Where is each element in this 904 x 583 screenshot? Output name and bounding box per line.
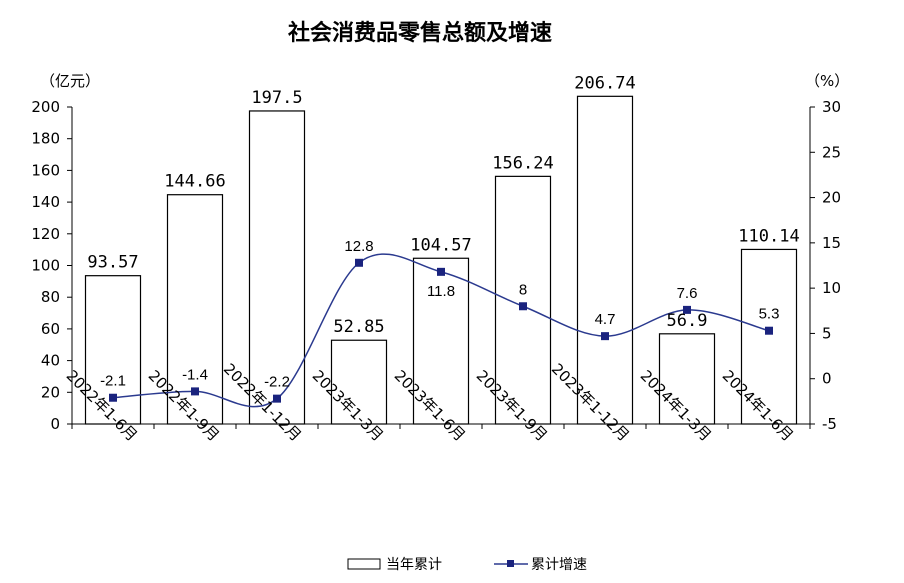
bar-value-label: 110.14 [738,226,799,246]
left-tick-label: 180 [31,130,60,148]
bar-value-label: 52.85 [333,317,384,337]
bar [576,95,634,425]
line-point [765,326,773,335]
bar [330,339,388,425]
line-value-label: -2.1 [100,373,126,390]
legend-bar-label: 当年累计 [386,557,442,573]
line-point [519,302,527,311]
right-tick-label: 5 [822,324,832,342]
bar-value-label: 206.74 [574,73,635,93]
bar-value-label: 104.57 [410,235,471,255]
line-point [437,267,445,276]
bar-value-label: 56.9 [667,311,708,331]
bar-value-label: 197.5 [251,88,302,108]
line-value-label: 12.8 [344,238,373,255]
bar-value-label: 144.66 [164,172,225,192]
left-tick-label: 140 [31,193,60,211]
left-tick-label: 0 [50,415,60,433]
line-value-label: 7.6 [677,285,698,302]
line-series [109,253,773,408]
data-labels: 93.57 144.66 197.5 52.85 104.57 156.24 206.74 5… [87,73,799,390]
bar [248,110,306,425]
bar [494,175,552,425]
left-tick-label: 40 [41,352,60,370]
left-tick-label: 200 [31,98,60,116]
left-tick-label: 20 [41,383,60,401]
legend-bar-swatch [347,558,381,570]
legend-line-label: 累计增速 [531,557,587,573]
line-value-label: -1.4 [182,366,208,383]
right-tick-label: -5 [822,415,837,433]
bar-value-label: 156.24 [492,153,553,173]
line-value-label: 5.3 [759,306,780,323]
line-point [191,387,199,396]
growth-line [112,253,770,408]
left-tick-label: 100 [31,257,60,275]
right-axis-unit: （%） [805,72,849,90]
left-tick-label: 80 [41,288,60,306]
legend-line-marker [507,560,514,567]
right-tick-label: 0 [822,370,832,388]
right-tick-label: 20 [822,189,841,207]
line-value-label: 8 [519,281,527,298]
line-point [273,394,281,403]
left-tick-label: 160 [31,161,60,179]
legend: 当年累计 累计增速 [347,557,587,573]
line-point [601,332,609,341]
line-point [683,305,691,314]
chart-title: 社会消费品零售总额及增速 [288,20,552,46]
line-point [355,258,363,267]
line-value-label: 4.7 [595,311,616,328]
left-axis-unit: （亿元） [40,72,100,90]
right-tick-label: 15 [822,234,841,252]
line-point [109,393,117,402]
bar [166,194,224,425]
bar-series [84,95,798,425]
right-tick-label: 25 [822,143,841,161]
line-value-label: 11.8 [427,283,455,300]
left-tick-label: 60 [41,320,60,338]
right-tick-label: 30 [822,98,841,116]
bar-value-label: 93.57 [87,253,138,273]
left-tick-label: 120 [31,225,60,243]
line-value-label: -2.2 [264,374,290,391]
bar [658,333,716,425]
right-tick-label: 10 [822,279,841,297]
